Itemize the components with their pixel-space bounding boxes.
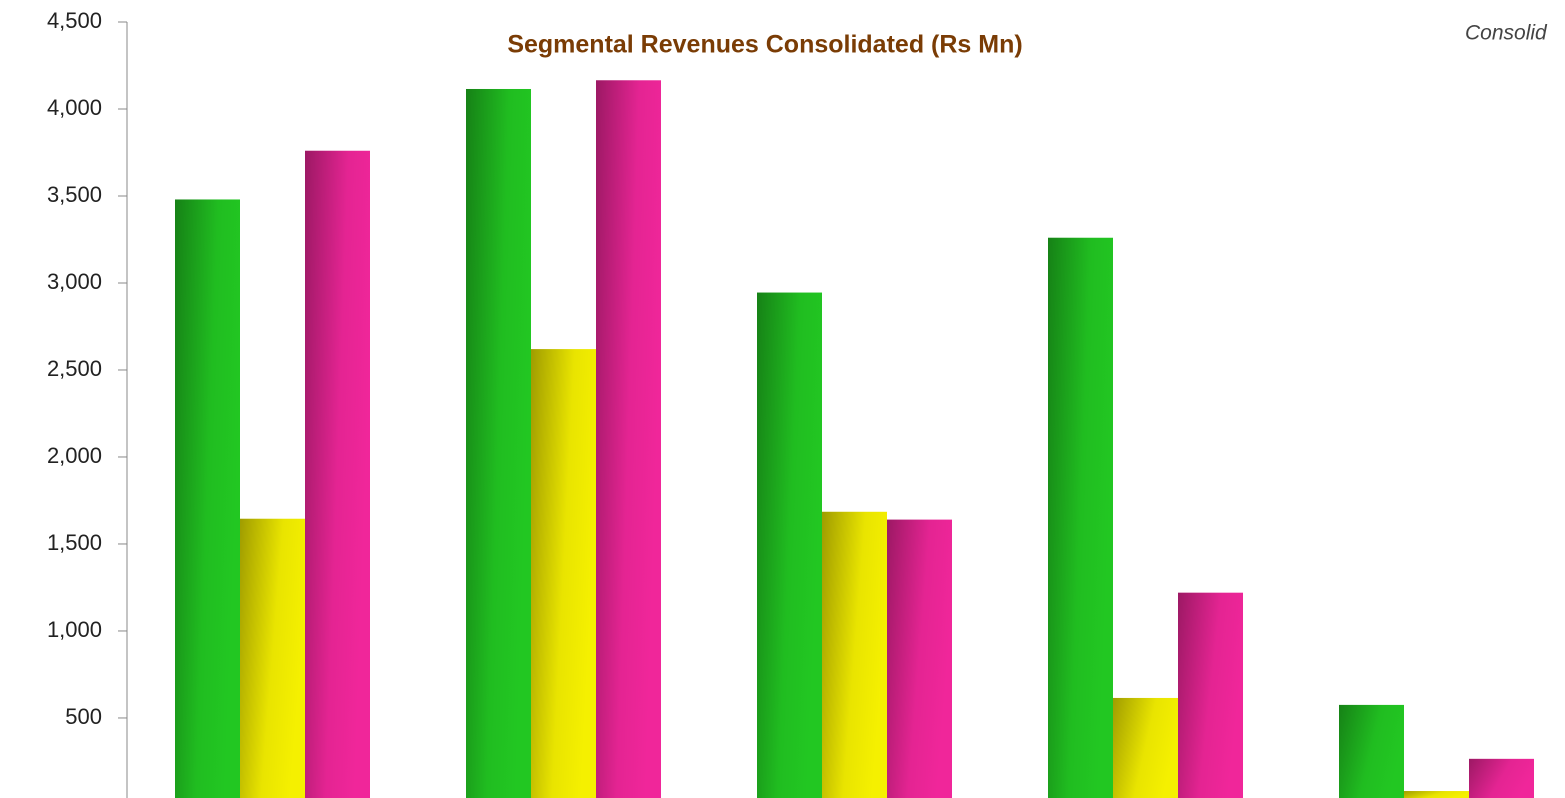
bar	[596, 80, 661, 798]
bar	[757, 292, 822, 798]
y-tick-label: 1,500	[47, 530, 102, 555]
bar	[1048, 237, 1113, 798]
y-tick-label: 4,000	[47, 95, 102, 120]
bar	[240, 518, 305, 798]
y-tick-label: 2,500	[47, 356, 102, 381]
bar	[822, 511, 887, 798]
bar	[887, 519, 952, 798]
chart-title: Segmental Revenues Consolidated (Rs Mn)	[507, 31, 1022, 59]
bar	[175, 199, 240, 798]
bar	[466, 88, 531, 798]
bar	[305, 150, 370, 798]
bar	[531, 349, 596, 798]
y-tick-label: 1,000	[47, 617, 102, 642]
bar	[1113, 697, 1178, 798]
y-tick-label: 500	[65, 704, 102, 729]
y-tick-label: 2,000	[47, 443, 102, 468]
bar	[1469, 758, 1534, 798]
y-tick-label: 3,000	[47, 269, 102, 294]
bar	[1339, 704, 1404, 798]
annotation: Consolid	[1465, 22, 1548, 45]
bar	[1404, 791, 1469, 798]
y-tick-label: 4,500	[47, 8, 102, 33]
bar	[1178, 592, 1243, 798]
y-tick-label: 3,500	[47, 182, 102, 207]
